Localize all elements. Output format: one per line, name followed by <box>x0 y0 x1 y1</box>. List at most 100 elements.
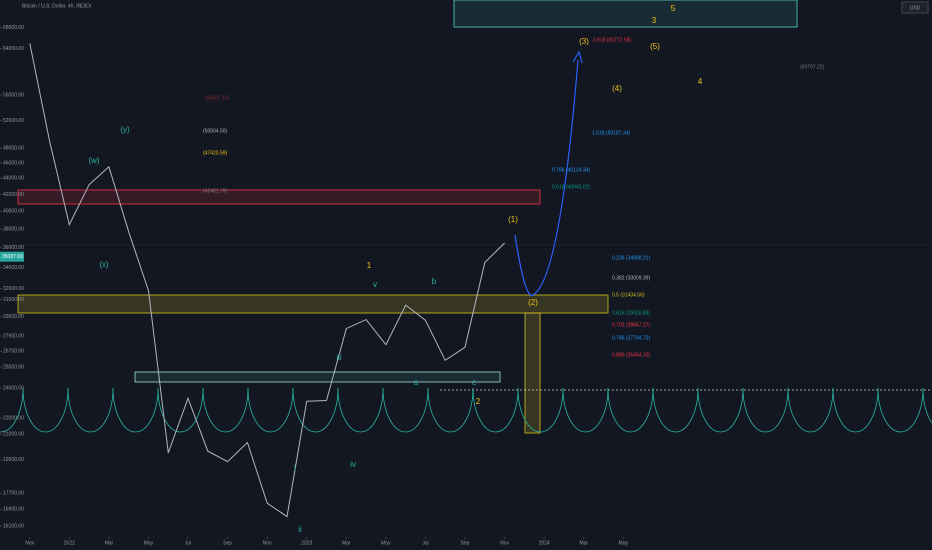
y-tick-label: 26700.00 <box>3 348 24 354</box>
wave-label: ii <box>298 525 302 534</box>
target-zone <box>453 0 798 28</box>
currency-box[interactable] <box>901 1 929 14</box>
wave-label: (w) <box>88 156 99 165</box>
cycle-arcs <box>0 387 932 433</box>
wave-label: 2 <box>476 397 481 406</box>
cycle-arc <box>652 387 699 433</box>
x-tick-label: Nov <box>500 540 509 546</box>
cycle-arc <box>292 387 339 433</box>
wave-label: (x) <box>99 260 109 269</box>
cycle-arc <box>877 387 924 433</box>
wave-label: (4) <box>612 84 622 93</box>
current-price-box <box>0 251 24 262</box>
wave-label: c <box>472 378 476 387</box>
wave-label: (3) <box>579 37 589 46</box>
cycle-arc <box>832 387 879 433</box>
y-tick-label: 24000.00 <box>3 385 24 391</box>
cycle-arc <box>922 387 932 424</box>
wave-label: (y) <box>120 125 130 134</box>
wave-label: a <box>414 378 419 387</box>
y-tick-label: 29500.00 <box>3 314 24 320</box>
cycle-arc <box>22 387 69 433</box>
y-tick-label: 16900.00 <box>3 507 24 513</box>
y-tick-label: 16100.00 <box>3 523 24 529</box>
y-tick-label: 46000.00 <box>3 160 24 166</box>
projection-arrow <box>572 50 583 64</box>
cycle-arc <box>112 387 159 433</box>
fib-label: 0.382 (33009.39) <box>612 275 650 281</box>
wave-label: i <box>294 463 296 472</box>
y-tick-label: 38000.00 <box>3 226 24 232</box>
fib-label: (50504.50) <box>203 128 228 134</box>
fib-label: 0.618 (40945.02) <box>552 184 590 190</box>
cycle-arc <box>337 387 384 433</box>
chart-title: Bitcoin / U.S. Dollar, 4h, INDEX <box>22 3 92 9</box>
x-tick-label: Mar <box>579 540 588 546</box>
x-tick-label: Nov <box>263 540 272 546</box>
resistance-zone <box>17 189 541 205</box>
wave-label: v <box>373 280 377 289</box>
x-tick-label: Sep <box>223 540 232 546</box>
y-tick-label: 68000.00 <box>3 25 24 31</box>
fib-label: (59427.15) <box>205 95 230 101</box>
cycle-arc <box>427 387 474 433</box>
cycle-arc <box>472 387 519 433</box>
x-tick-label: Jul <box>185 540 191 546</box>
x-tick-label: Mar <box>105 540 114 546</box>
fib-label: 0.236 (34908.21) <box>612 255 650 261</box>
fib-label: 0.702 (28847.27) <box>612 322 650 328</box>
y-tick-label: 56000.00 <box>3 92 24 98</box>
projection-path <box>514 59 579 296</box>
fib-label: 0.5 (31434.56) <box>612 292 645 298</box>
x-tick-label: May <box>381 540 391 546</box>
x-tick-label: 2024 <box>539 540 550 546</box>
wave-label: 3 <box>652 16 657 25</box>
cycle-arc <box>742 387 789 433</box>
y-tick-label: 64000.00 <box>3 46 24 52</box>
y-tick-label: 21000.00 <box>3 432 24 438</box>
cycle-arc <box>607 387 654 433</box>
y-tick-label: 34000.00 <box>3 265 24 271</box>
y-tick-label: 17700.00 <box>3 491 24 497</box>
y-tick-label: 44000.00 <box>3 176 24 182</box>
wave-label: (1) <box>508 215 518 224</box>
wave-label: 5 <box>671 4 676 13</box>
support-zone <box>17 294 609 314</box>
fib-label: 2.618 (60772.58) <box>593 37 631 43</box>
y-tick-label: 19500.00 <box>3 457 24 463</box>
x-tick-label: May <box>144 540 154 546</box>
x-tick-label: Mar <box>342 540 351 546</box>
x-tick-label: 2022 <box>64 540 75 546</box>
cycle-arc <box>697 387 744 433</box>
y-tick-label: 27900.00 <box>3 333 24 339</box>
wave-label: iii <box>336 353 342 362</box>
cycle-arc <box>517 387 564 433</box>
cycle-arc <box>157 387 204 433</box>
y-tick-label: 31000.00 <box>3 297 24 303</box>
y-tick-label: 48000.00 <box>3 146 24 152</box>
x-tick-label: Jul <box>422 540 428 546</box>
cycle-arc <box>247 387 294 433</box>
y-tick-label: 52000.00 <box>3 118 24 124</box>
wave-label: b <box>432 277 437 286</box>
x-tick-label: Sep <box>461 540 470 546</box>
fib-label: (60797.22) <box>800 64 825 70</box>
cycle-arc <box>562 387 609 433</box>
wave-label: (2) <box>528 298 538 307</box>
y-tick-label: 36000.00 <box>3 245 24 251</box>
cycle-arc <box>382 387 429 433</box>
y-tick-label: 40000.00 <box>3 209 24 215</box>
cycle-arc <box>67 387 114 433</box>
price-line-series <box>29 43 505 518</box>
wave-label: 4 <box>698 77 703 86</box>
fib-label: (47420.59) <box>203 150 228 156</box>
wave-label: 1 <box>367 261 372 270</box>
x-tick-label: May <box>619 540 629 546</box>
y-tick-label: 25500.00 <box>3 364 24 370</box>
fib-label: 0.618 (29928.88) <box>612 310 650 316</box>
y-tick-label: 42000.00 <box>3 192 24 198</box>
x-tick-label: Nov <box>25 540 34 546</box>
y-tick-label: 22000.00 <box>3 415 24 421</box>
